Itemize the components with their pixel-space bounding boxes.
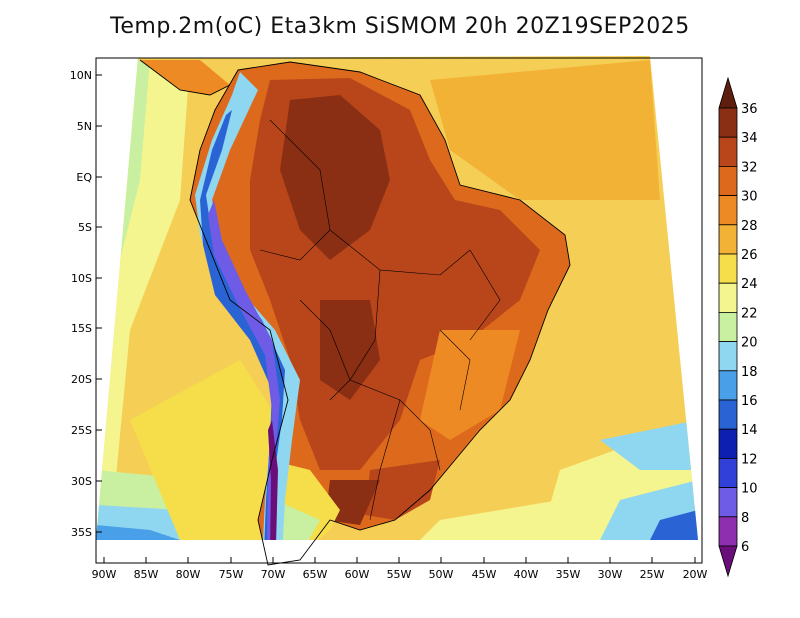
colorbar: 6 8 10 12 14 16 18 20 22 24 26 28 30 32 34 36	[718, 76, 758, 578]
lon-tick-label: 20W	[683, 568, 708, 581]
colorbar-swatch	[718, 487, 738, 518]
colorbar-label: 10	[741, 482, 758, 497]
colorbar-label: 20	[741, 336, 758, 351]
colorbar-swatch	[718, 457, 738, 488]
colorbar-label: 26	[741, 248, 758, 263]
latitude-axis: 10N 5N EQ 5S 10S 15S 20S 25S 30S 35S	[70, 69, 102, 539]
lon-tick-label: 35W	[556, 568, 581, 581]
lat-tick-label: 10S	[71, 272, 92, 285]
colorbar-swatch	[718, 253, 738, 284]
lon-tick-label: 30W	[598, 568, 623, 581]
colorbar-label: 32	[741, 160, 758, 175]
lon-tick-label: 25W	[640, 568, 665, 581]
lat-tick-label: 15S	[71, 322, 92, 335]
colorbar-swatch	[718, 516, 738, 547]
map-title: Temp.2m(oC) Eta3km SiSMOM 20h 20Z19SEP20…	[110, 14, 690, 39]
colorbar-top-triangle	[718, 76, 738, 109]
lat-tick-label: 5N	[77, 120, 92, 133]
colorbar-label: 8	[741, 511, 749, 526]
coastlines	[139, 59, 571, 566]
colorbar-label: 16	[741, 394, 758, 409]
colorbar-bottom-triangle	[718, 545, 738, 578]
lat-tick-label: 35S	[71, 526, 92, 539]
lat-tick-label: EQ	[76, 171, 92, 184]
lat-tick-label: 5S	[78, 221, 92, 234]
colorbar-label: 36	[741, 102, 758, 117]
colorbar-label: 18	[741, 365, 758, 380]
colorbar-label: 22	[741, 306, 758, 321]
colorbar-swatch	[718, 136, 738, 167]
lon-tick-label: 40W	[514, 568, 539, 581]
colorbar-swatch	[718, 399, 738, 430]
lon-tick-label: 50W	[429, 568, 454, 581]
colorbar-swatch	[718, 224, 738, 255]
temperature-field	[96, 56, 698, 540]
lon-tick-label: 70W	[261, 568, 286, 581]
lon-tick-label: 85W	[134, 568, 159, 581]
colorbar-swatch	[718, 165, 738, 196]
lon-tick-label: 45W	[472, 568, 497, 581]
colorbar-label: 12	[741, 452, 758, 467]
colorbar-swatch	[718, 428, 738, 459]
colorbar-label: 6	[741, 540, 749, 555]
lon-tick-label: 65W	[303, 568, 328, 581]
colorbar-label: 24	[741, 277, 758, 292]
colorbar-swatch	[718, 107, 738, 138]
colorbar-label: 34	[741, 131, 758, 146]
lon-tick-label: 80W	[176, 568, 201, 581]
longitude-axis: 90W 85W 80W 75W 70W 65W 60W 55W 50W 45W …	[92, 557, 708, 581]
country-borders	[259, 119, 501, 521]
colorbar-swatch	[718, 311, 738, 342]
colorbar-label: 14	[741, 423, 758, 438]
colorbar-swatch	[718, 282, 738, 313]
lon-tick-label: 60W	[345, 568, 370, 581]
colorbar-label: 30	[741, 190, 758, 205]
lon-tick-label: 75W	[219, 568, 244, 581]
lat-tick-label: 25S	[71, 424, 92, 437]
lon-tick-label: 55W	[387, 568, 412, 581]
colorbar-swatch	[718, 341, 738, 372]
lat-tick-label: 20S	[71, 373, 92, 386]
lat-tick-label: 10N	[70, 69, 92, 82]
colorbar-label: 28	[741, 219, 758, 234]
colorbar-swatch	[718, 195, 738, 226]
lat-tick-label: 30S	[71, 475, 92, 488]
lon-tick-label: 90W	[92, 568, 117, 581]
colorbar-swatch	[718, 370, 738, 401]
